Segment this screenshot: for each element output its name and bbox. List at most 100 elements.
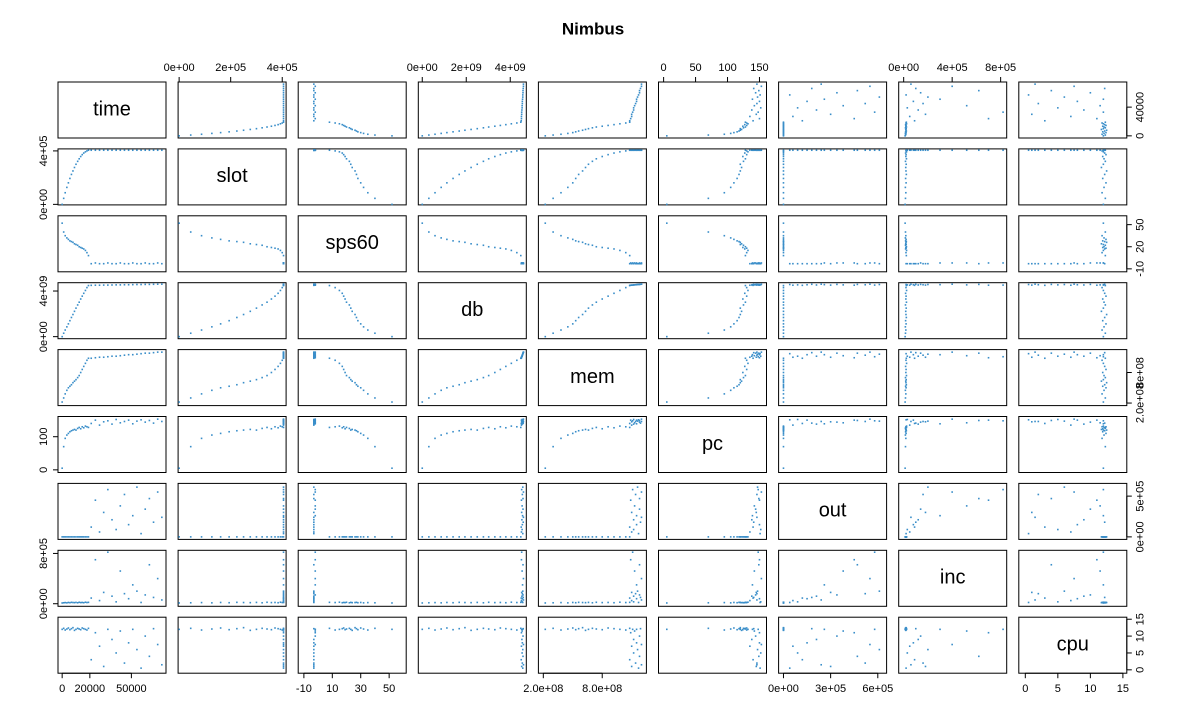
point bbox=[349, 127, 352, 130]
point bbox=[282, 497, 285, 500]
point bbox=[752, 521, 755, 524]
point bbox=[736, 131, 738, 133]
point bbox=[282, 94, 285, 96]
point bbox=[739, 163, 742, 166]
point bbox=[743, 292, 746, 295]
panel-frame bbox=[898, 416, 1008, 473]
point bbox=[801, 597, 804, 599]
point bbox=[619, 628, 621, 631]
point bbox=[421, 467, 424, 469]
point bbox=[756, 663, 758, 666]
point bbox=[282, 643, 285, 646]
point bbox=[522, 422, 525, 424]
point bbox=[341, 365, 344, 368]
point bbox=[756, 353, 759, 355]
point bbox=[516, 251, 518, 254]
point bbox=[314, 352, 317, 354]
point bbox=[552, 332, 554, 335]
point bbox=[666, 203, 668, 206]
point bbox=[601, 628, 604, 631]
point bbox=[1089, 421, 1092, 423]
point bbox=[631, 488, 634, 491]
point bbox=[78, 628, 80, 630]
point bbox=[633, 104, 636, 107]
point bbox=[313, 645, 315, 648]
point bbox=[906, 418, 909, 421]
point bbox=[624, 122, 627, 124]
point bbox=[342, 601, 345, 604]
panel-frame bbox=[177, 482, 287, 540]
point bbox=[1103, 316, 1106, 319]
point bbox=[788, 262, 791, 265]
point bbox=[136, 262, 138, 265]
x-tick-label: 8e+05 bbox=[985, 62, 1016, 74]
point bbox=[1034, 283, 1036, 285]
point bbox=[282, 595, 285, 597]
point bbox=[1044, 357, 1046, 360]
point bbox=[552, 197, 554, 200]
panel-frame bbox=[417, 215, 527, 273]
point bbox=[274, 601, 276, 604]
point bbox=[738, 536, 740, 538]
point bbox=[520, 645, 523, 648]
point bbox=[810, 149, 813, 152]
point bbox=[476, 127, 479, 130]
point bbox=[522, 262, 525, 265]
point bbox=[127, 262, 130, 265]
point bbox=[1103, 132, 1105, 135]
point bbox=[631, 284, 634, 286]
point bbox=[313, 424, 315, 426]
point bbox=[355, 536, 358, 538]
point bbox=[73, 629, 76, 632]
point bbox=[136, 590, 138, 592]
point bbox=[144, 635, 147, 637]
point bbox=[1103, 521, 1106, 524]
panel-points bbox=[178, 486, 285, 538]
panel-points bbox=[421, 83, 525, 137]
point bbox=[81, 425, 84, 428]
point bbox=[505, 365, 507, 368]
point bbox=[520, 424, 523, 426]
point bbox=[629, 419, 632, 421]
point bbox=[458, 240, 461, 243]
point bbox=[869, 351, 871, 353]
point bbox=[1070, 599, 1072, 602]
panel-frame bbox=[177, 215, 287, 273]
panel-points bbox=[421, 486, 525, 538]
point bbox=[1101, 155, 1104, 158]
point bbox=[782, 127, 785, 130]
point bbox=[334, 425, 336, 428]
panel-points bbox=[666, 551, 763, 604]
point bbox=[927, 486, 929, 488]
point bbox=[452, 430, 454, 433]
point bbox=[1101, 425, 1103, 428]
panel-points bbox=[1027, 283, 1108, 338]
point bbox=[906, 107, 909, 109]
point bbox=[754, 262, 757, 264]
point bbox=[434, 629, 436, 631]
point bbox=[742, 244, 745, 247]
point bbox=[635, 584, 638, 586]
point bbox=[107, 551, 109, 553]
panel-frame bbox=[417, 148, 527, 206]
y-tick-label: 4e+05 bbox=[38, 135, 50, 166]
point bbox=[69, 628, 71, 631]
point bbox=[123, 662, 126, 664]
point bbox=[782, 298, 785, 300]
point bbox=[1050, 352, 1053, 354]
point bbox=[282, 591, 285, 594]
point bbox=[905, 629, 907, 631]
point bbox=[754, 352, 757, 354]
point bbox=[629, 499, 632, 501]
point bbox=[595, 245, 598, 248]
point bbox=[81, 627, 84, 629]
point bbox=[628, 526, 631, 528]
point bbox=[200, 133, 203, 136]
point bbox=[782, 445, 785, 448]
point bbox=[341, 627, 344, 630]
point bbox=[629, 117, 632, 120]
point bbox=[782, 310, 785, 313]
point bbox=[1089, 283, 1092, 286]
point bbox=[742, 536, 744, 538]
point bbox=[823, 628, 826, 631]
